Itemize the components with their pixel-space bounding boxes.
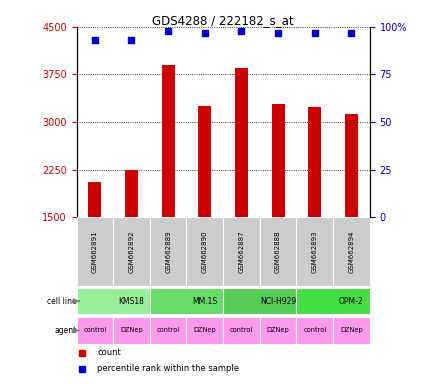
Bar (113, 217, 150, 286)
Bar (223, 288, 296, 314)
Bar (125, 170, 138, 217)
Bar (150, 217, 187, 286)
Text: DZNep: DZNep (193, 328, 216, 333)
Bar (309, 108, 321, 217)
Text: GSM662894: GSM662894 (348, 230, 354, 273)
Point (275, 30, 281, 36)
Bar (296, 288, 370, 314)
Text: agent: agent (54, 326, 76, 335)
Bar (150, 288, 223, 314)
Bar (88, 182, 101, 217)
Bar (187, 317, 223, 344)
Bar (223, 317, 260, 344)
Bar (345, 114, 358, 217)
Bar (187, 217, 223, 286)
Text: GSM662889: GSM662889 (165, 230, 171, 273)
Bar (333, 317, 370, 344)
Bar (76, 217, 113, 286)
Point (91, 37, 98, 43)
Bar (223, 217, 260, 286)
Text: control: control (303, 328, 326, 333)
Text: control: control (230, 328, 253, 333)
Text: DZNep: DZNep (340, 328, 363, 333)
Title: GDS4288 / 222182_s_at: GDS4288 / 222182_s_at (152, 14, 294, 27)
Bar (162, 65, 175, 217)
Bar (76, 288, 150, 314)
Bar (113, 317, 150, 344)
Bar (260, 317, 296, 344)
Text: DZNep: DZNep (267, 328, 289, 333)
Text: MM.1S: MM.1S (192, 296, 217, 306)
Text: control: control (156, 328, 180, 333)
Text: GSM662891: GSM662891 (92, 230, 98, 273)
Bar (198, 106, 211, 217)
Text: NCI-H929: NCI-H929 (260, 296, 296, 306)
Text: control: control (83, 328, 106, 333)
Text: DZNep: DZNep (120, 328, 143, 333)
Bar (150, 317, 187, 344)
Text: cell line: cell line (47, 296, 76, 306)
Text: count: count (97, 348, 121, 358)
Point (165, 28, 172, 34)
Point (201, 30, 208, 36)
Point (128, 37, 135, 43)
Bar (333, 217, 370, 286)
Bar (272, 104, 284, 217)
Text: GSM662892: GSM662892 (128, 230, 134, 273)
Point (238, 28, 245, 34)
Text: GSM662890: GSM662890 (202, 230, 208, 273)
Bar (235, 68, 248, 217)
Point (348, 30, 355, 36)
Text: OPM-2: OPM-2 (339, 296, 364, 306)
Text: GSM662887: GSM662887 (238, 230, 244, 273)
Text: percentile rank within the sample: percentile rank within the sample (97, 364, 239, 373)
Bar (296, 317, 333, 344)
Text: GSM662893: GSM662893 (312, 230, 318, 273)
Bar (76, 317, 113, 344)
Bar (296, 217, 333, 286)
Text: KMS18: KMS18 (119, 296, 145, 306)
Text: GSM662888: GSM662888 (275, 230, 281, 273)
Point (312, 30, 318, 36)
Bar (260, 217, 296, 286)
